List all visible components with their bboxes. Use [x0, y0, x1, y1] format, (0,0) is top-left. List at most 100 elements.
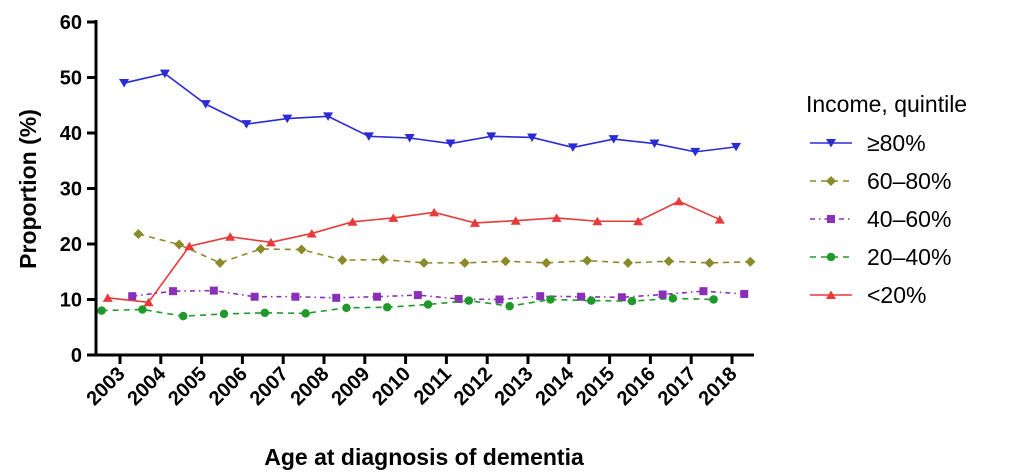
x-tick-label: 2018	[695, 363, 742, 410]
data-point	[382, 303, 392, 312]
data-point	[241, 120, 252, 129]
legend-label: ≥80%	[867, 130, 926, 156]
y-tick-label: 30	[60, 179, 82, 201]
legend-label: <20%	[867, 282, 926, 308]
data-point	[633, 216, 644, 226]
data-point	[97, 306, 106, 315]
x-tick-label: 2014	[531, 362, 579, 410]
data-point	[323, 112, 334, 121]
data-point	[342, 303, 351, 313]
series-line	[101, 297, 714, 317]
data-point	[459, 257, 470, 268]
data-point	[418, 257, 429, 268]
y-tick-label: 40	[60, 123, 82, 145]
x-tick-label: 2010	[368, 363, 415, 410]
data-point	[423, 300, 433, 309]
legend-marker	[827, 215, 835, 223]
data-point	[486, 132, 497, 141]
legend-item: 60–80%	[810, 168, 951, 194]
legend-label: 40–60%	[867, 206, 951, 232]
data-point	[265, 237, 276, 247]
legend-item: 40–60%	[810, 206, 951, 232]
data-point	[138, 305, 147, 314]
data-point	[541, 257, 552, 268]
data-point	[219, 309, 229, 319]
y-tick-label: 10	[60, 290, 82, 312]
data-point	[500, 256, 511, 267]
data-point	[527, 133, 538, 142]
legend-item: <20%	[810, 282, 926, 308]
series-3	[97, 294, 718, 321]
data-point	[260, 308, 270, 318]
data-point	[627, 296, 637, 306]
data-point	[699, 287, 708, 296]
legend-marker	[826, 139, 836, 148]
data-point	[510, 216, 521, 225]
x-tick-label: 2007	[246, 363, 293, 410]
data-point	[536, 292, 545, 301]
data-point	[413, 291, 422, 300]
data-point	[301, 309, 310, 318]
plot-area	[97, 69, 756, 321]
data-point	[102, 293, 113, 302]
data-point	[184, 241, 195, 251]
legend-item: 20–40%	[810, 244, 951, 270]
data-point	[745, 256, 756, 267]
data-point	[551, 213, 562, 222]
y-tick-label: 20	[60, 234, 82, 256]
x-tick-label: 2005	[164, 363, 211, 410]
data-point	[178, 311, 188, 321]
data-point	[250, 292, 259, 301]
y-tick-label: 60	[60, 12, 82, 34]
data-point	[495, 295, 504, 304]
data-point	[464, 296, 474, 305]
series-line	[138, 233, 751, 264]
data-point	[469, 218, 480, 227]
data-point	[567, 143, 578, 152]
x-tick-label: 2017	[654, 363, 701, 410]
data-point	[306, 228, 317, 238]
x-axis: 2003200420052006200720082009201020112012…	[83, 353, 754, 410]
data-point	[337, 255, 348, 266]
legend-marker	[826, 252, 836, 262]
y-tick-label: 50	[60, 68, 82, 90]
data-point	[454, 294, 463, 303]
data-point	[731, 142, 742, 152]
x-tick-label: 2006	[205, 363, 252, 410]
y-axis: 0 10 20 30 40 50 60	[60, 12, 98, 367]
data-point	[714, 215, 725, 224]
data-point	[617, 293, 626, 302]
data-point	[363, 132, 374, 141]
data-point	[577, 292, 586, 301]
series-line	[107, 200, 721, 304]
legend-label: 60–80%	[867, 168, 951, 194]
data-point	[143, 297, 154, 307]
data-point	[586, 296, 596, 305]
data-point	[133, 229, 144, 240]
data-point	[709, 295, 718, 304]
data-point	[291, 292, 300, 301]
data-point	[128, 292, 137, 301]
data-point	[282, 114, 293, 124]
x-tick-label: 2003	[83, 363, 130, 410]
legend-label: 20–40%	[867, 244, 951, 270]
legend-title: Income, quintile	[806, 91, 967, 117]
x-axis-title: Age at diagnosis of dementia	[264, 444, 584, 470]
x-tick-label: 2013	[491, 363, 538, 410]
data-point	[255, 243, 266, 254]
data-point	[296, 244, 307, 255]
legend-marker	[826, 176, 836, 186]
data-point	[649, 139, 660, 149]
data-point	[174, 239, 185, 250]
series-line	[123, 72, 737, 153]
y-tick-label: 0	[71, 345, 82, 367]
data-point	[592, 216, 603, 226]
data-point	[582, 255, 593, 266]
data-point	[404, 133, 415, 143]
data-point	[214, 257, 225, 268]
data-point	[347, 217, 358, 226]
series-4	[102, 196, 725, 307]
data-point	[668, 294, 678, 303]
x-tick-label: 2008	[287, 363, 334, 410]
